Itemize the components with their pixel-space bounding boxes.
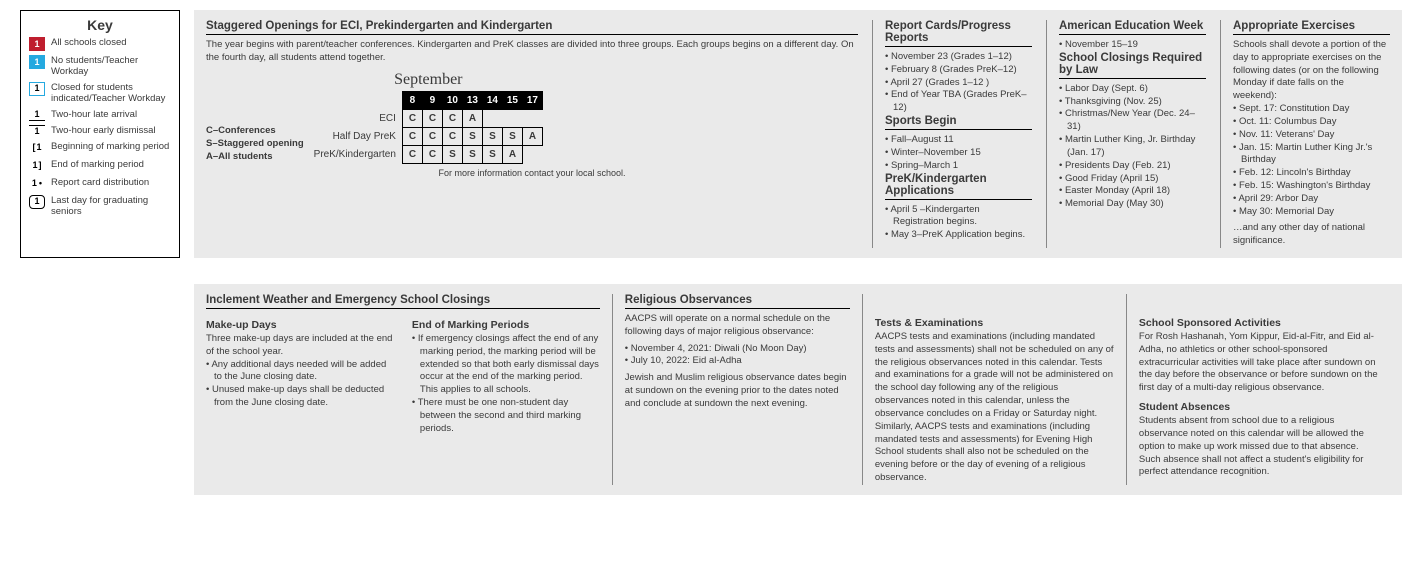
key-label: Closed for students indicated/Teacher Wo… — [51, 82, 171, 105]
key-box: Key 1 All schools closed 1 No students/Teac… — [20, 10, 180, 258]
top-row: Key 1 All schools closed 1 No students/Teac… — [20, 10, 1402, 258]
topcol-exercises: Appropriate ExercisesSchools shall devot… — [1220, 20, 1390, 248]
key-swatch: 1 — [29, 177, 45, 191]
bottom-col2: Religious Observances AACPS will operate… — [612, 294, 862, 485]
key-item: 1 Closed for students indicated/Teacher W… — [29, 82, 171, 105]
key-label: Report card distribution — [51, 177, 149, 188]
key-item: 1 End of marking period — [29, 159, 171, 173]
bottom-row: Inclement Weather and Emergency School C… — [20, 284, 1402, 495]
key-swatch: 1 — [29, 125, 45, 137]
section-heading: Sports Begin — [885, 115, 1032, 130]
section-heading: PreK/Kindergarten Applications — [885, 173, 1032, 200]
key-swatch: 1 — [29, 82, 45, 96]
key-label: Beginning of marking period — [51, 141, 169, 152]
inclement-heading: Inclement Weather and Emergency School C… — [206, 294, 600, 309]
key-swatch: 1 — [29, 159, 45, 173]
section-heading: Report Cards/Progress Reports — [885, 20, 1032, 47]
key-item: 1 Beginning of marking period — [29, 141, 171, 155]
cal-row-label: Half Day PreK — [314, 127, 403, 145]
top-panel: Staggered Openings for ECI, Prekindergar… — [194, 10, 1402, 258]
tests-sub: Tests & Examinations — [875, 317, 1114, 329]
key-item: 1 Two-hour early dismissal — [29, 125, 171, 137]
section-heading: American Education Week — [1059, 20, 1206, 35]
cal-row-label: PreK/Kindergarten — [314, 145, 403, 163]
key-label: End of marking period — [51, 159, 144, 170]
key-item: 1 Report card distribution — [29, 177, 171, 191]
key-item: 1 No students/Teacher Workday — [29, 55, 171, 78]
bottom-panel: Inclement Weather and Emergency School C… — [194, 284, 1402, 495]
activities-sub: School Sponsored Activities — [1139, 317, 1378, 329]
key-label: Two-hour late arrival — [51, 109, 137, 120]
bottom-col1: Inclement Weather and Emergency School C… — [206, 294, 612, 485]
cal-row-label: ECI — [314, 109, 403, 127]
staggered-heading: Staggered Openings for ECI, Prekindergar… — [206, 20, 858, 35]
key-label: Two-hour early dismissal — [51, 125, 156, 136]
key-swatch: 1 — [29, 195, 45, 209]
eomp-sub: End of Marking Periods — [412, 319, 600, 331]
section-heading: School Closings Required by Law — [1059, 52, 1206, 79]
key-swatch: 1 — [29, 109, 45, 121]
key-title: Key — [29, 17, 171, 33]
staggered-section: Staggered Openings for ECI, Prekindergar… — [206, 20, 858, 248]
absences-sub: Student Absences — [1139, 401, 1378, 413]
key-swatch: 1 — [29, 141, 45, 155]
staggered-intro: The year begins with parent/teacher conf… — [206, 39, 858, 65]
key-swatch: 1 — [29, 55, 45, 69]
staggered-note: For more information contact your local … — [206, 168, 858, 178]
bottom-col3: Tests & Examinations AACPS tests and exa… — [862, 294, 1126, 485]
key-item: 1 Last day for graduating seniors — [29, 195, 171, 218]
mini-calendar: September 891013141517ECICCCAHalf Day Pr… — [314, 71, 543, 164]
topcol-report-cards: Report Cards/Progress ReportsNovember 23… — [872, 20, 1032, 248]
key-label: No students/Teacher Workday — [51, 55, 171, 78]
relig-heading: Religious Observances — [625, 294, 850, 309]
section-heading: Appropriate Exercises — [1233, 20, 1390, 35]
bottom-col4: School Sponsored Activities For Rosh Has… — [1126, 294, 1390, 485]
key-label: Last day for graduating seniors — [51, 195, 171, 218]
topcol-aew: American Education WeekNovember 15–19Sch… — [1046, 20, 1206, 248]
key-item: 1 Two-hour late arrival — [29, 109, 171, 121]
key-item: 1 All schools closed — [29, 37, 171, 51]
makeup-sub: Make-up Days — [206, 319, 394, 331]
key-swatch: 1 — [29, 37, 45, 51]
key-label: All schools closed — [51, 37, 127, 48]
stagger-legend: C–Conferences S–Staggered opening A–All … — [206, 124, 304, 164]
